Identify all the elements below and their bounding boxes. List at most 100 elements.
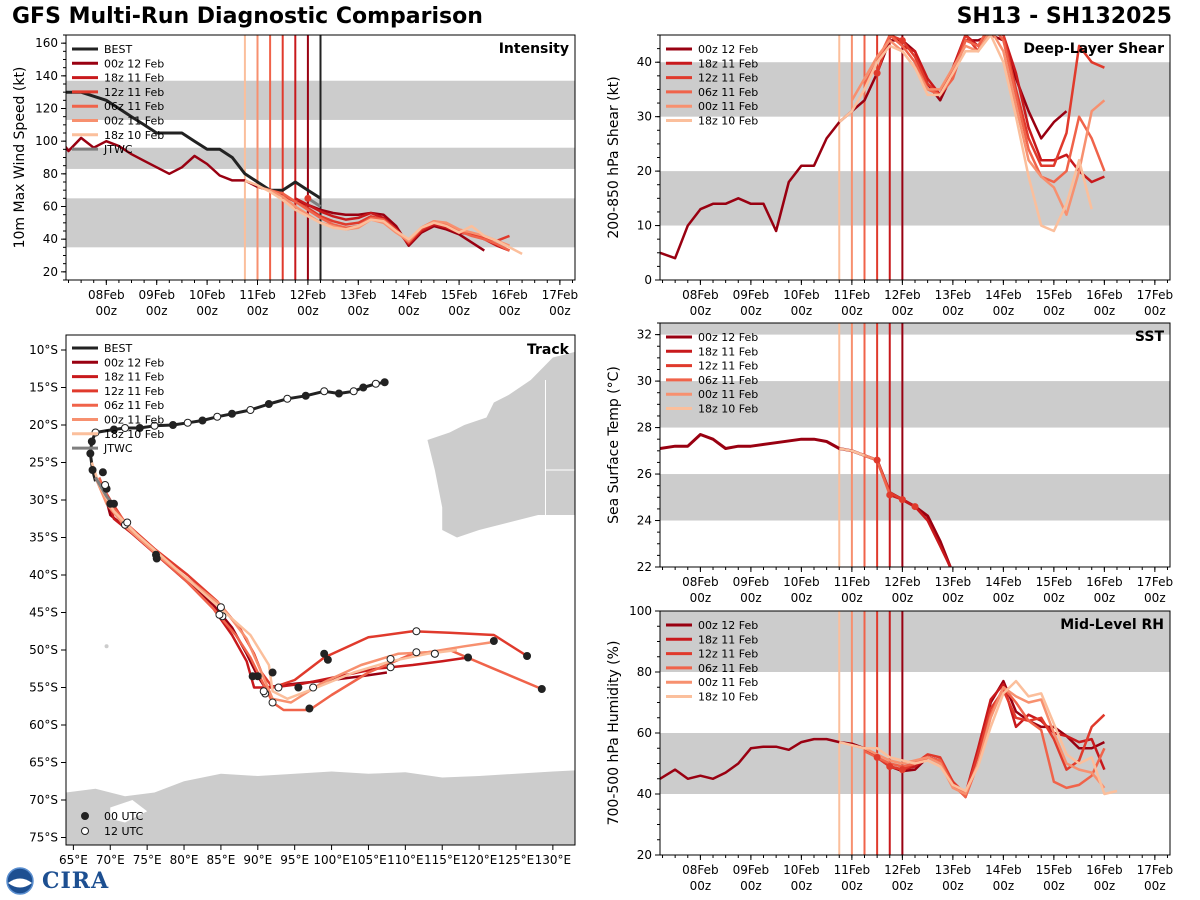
track-position-dot — [248, 672, 257, 681]
cira-logo: CIRA — [4, 866, 114, 896]
sst-ylabel: Sea Surface Temp (°C) — [606, 366, 622, 524]
intensity-xtick-label: 12Feb — [290, 288, 327, 302]
track-ytick-label: 20°S — [29, 418, 58, 432]
track-position-dot — [386, 663, 395, 672]
track-position-dot — [98, 468, 107, 477]
intensity-xtick-label: 00z — [499, 304, 521, 318]
track-position-dot — [168, 421, 177, 429]
intensity-xtick-label: 11Feb — [239, 288, 276, 302]
track-xtick-label: 65°E — [59, 853, 88, 867]
rh-xtick-label: 16Feb — [1086, 863, 1123, 877]
rh-xtick-label: 12Feb — [884, 863, 921, 877]
intensity-ytick-label: 20 — [43, 265, 58, 279]
intensity-series-best — [66, 90, 322, 200]
intensity-ytick-label: 60 — [43, 200, 58, 214]
shear-xtick-label: 08Feb — [682, 288, 719, 302]
intensity-xtick-label: 00z — [96, 304, 118, 318]
sst-xtick-label: 00z — [690, 591, 712, 605]
track-position-dot — [380, 378, 389, 387]
track-legend-label: 06z 11 Feb — [104, 399, 164, 412]
shear-legend-label: 18z 11 Feb — [698, 57, 758, 70]
sst-series-18z-10-feb — [839, 447, 865, 457]
track-xtick-label: 110°E — [387, 853, 424, 867]
sst-xtick-label: 00z — [791, 591, 813, 605]
track-position-dot — [305, 704, 314, 713]
intensity-xtick-label: 08Feb — [88, 288, 125, 302]
shear-xtick-label: 00z — [1094, 304, 1116, 318]
track-position-dot — [123, 518, 132, 527]
track-position-dot — [320, 649, 329, 658]
shear-xtick-label: 00z — [1043, 304, 1065, 318]
rh-marker-2 — [898, 766, 906, 774]
track-xtick-label: 120°E — [461, 853, 498, 867]
intensity-legend-label: 06z 11 Feb — [104, 100, 164, 113]
shear-xtick-label: 00z — [1144, 304, 1166, 318]
track-position-dot — [135, 424, 144, 432]
track-ytick-label: 10°S — [29, 343, 58, 357]
shear-series-12z-11-feb — [875, 35, 1105, 167]
intensity-plot-area — [66, 35, 575, 280]
sst-panel: 22 24 26 28 30 32 08Feb 00z 09Feb 00z 10Feb 00z 11Fe… — [606, 322, 1174, 605]
track-ytick-label: 60°S — [29, 718, 58, 732]
intensity-xtick-label: 00z — [146, 304, 168, 318]
rh-legend-label: 06z 11 Feb — [698, 662, 758, 675]
track-position-dot — [88, 466, 97, 474]
sst-xtick-label: 17Feb — [1137, 575, 1174, 589]
sst-xtick-label: 09Feb — [733, 575, 770, 589]
track-position-dot — [430, 649, 439, 658]
rh-xtick-label: 00z — [740, 879, 762, 893]
track-legend-label: 00z 12 Feb — [104, 356, 164, 369]
intensity-legend-label: 00z 12 Feb — [104, 57, 164, 70]
sst-legend-label: 12z 11 Feb — [698, 360, 758, 373]
rh-legend-label: 00z 12 Feb — [698, 619, 758, 632]
intensity-ytick-label: 40 — [43, 232, 58, 246]
intensity-legend-label: 18z 10 Feb — [104, 129, 164, 142]
track-xtick-label: 130°E — [535, 853, 572, 867]
shear-xtick-label: 00z — [791, 304, 813, 318]
sst-marker-2 — [898, 496, 906, 504]
rh-xtick-label: 00z — [1043, 879, 1065, 893]
shear-ytick-label: 30 — [637, 110, 652, 124]
track-legend-label: 18z 11 Feb — [104, 371, 164, 384]
shear-xtick-label: 14Feb — [985, 288, 1022, 302]
intensity-ytick-label: 120 — [35, 102, 58, 116]
shear-legend-label: 00z 11 Feb — [698, 100, 758, 113]
shear-series-18z-10-feb — [838, 35, 1093, 233]
sst-xtick-label: 00z — [892, 591, 914, 605]
intensity-xtick-label: 10Feb — [189, 288, 226, 302]
track-position-dot — [101, 481, 110, 489]
track-ytick-label: 70°S — [29, 793, 58, 807]
track-position-dot — [523, 652, 532, 660]
track-position-dot — [537, 685, 546, 693]
track-position-dot — [268, 668, 277, 677]
shear-xtick-label: 10Feb — [783, 288, 820, 302]
sst-xtick-label: 12Feb — [884, 575, 921, 589]
track-xtick-label: 80°E — [170, 853, 199, 867]
sst-ytick-label: 22 — [637, 560, 652, 574]
sst-xtick-label: 15Feb — [1036, 575, 1073, 589]
rh-xtick-label: 00z — [892, 879, 914, 893]
rh-ytick-label: 20 — [637, 848, 652, 862]
track-ytick-label: 35°S — [29, 531, 58, 545]
track-xtick-label: 95°E — [280, 853, 309, 867]
shear-xtick-label: 11Feb — [834, 288, 871, 302]
shear-legend-label: 06z 11 Feb — [698, 86, 758, 99]
rh-ytick-label: 80 — [637, 665, 652, 679]
sst-band-0 — [660, 474, 1170, 521]
rh-xtick-label: 10Feb — [783, 863, 820, 877]
track-position-dot — [213, 412, 222, 421]
intensity-xtick-label: 00z — [549, 304, 571, 318]
rh-xtick-label: 00z — [841, 879, 863, 893]
rh-xtick-label: 00z — [1094, 879, 1116, 893]
rh-band-1 — [660, 611, 1170, 672]
track-marker-legend-swatch — [81, 827, 89, 835]
track-legend-label: JTWC — [103, 442, 133, 455]
track-xtick-label: 105°E — [350, 853, 387, 867]
rh-xtick-label: 00z — [942, 879, 964, 893]
shear-xtick-label: 09Feb — [733, 288, 770, 302]
intensity-xtick-label: 00z — [247, 304, 269, 318]
shear-ylabel: 200-850 hPa Shear (kt) — [606, 76, 622, 238]
